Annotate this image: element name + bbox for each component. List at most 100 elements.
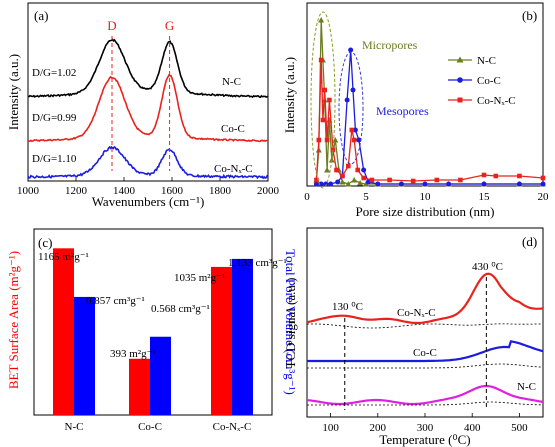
pore-point bbox=[516, 181, 522, 187]
panel-b-ylabel: Intensity (a.u.) bbox=[282, 57, 297, 133]
pore-point bbox=[361, 167, 367, 173]
pore-volume-value-label: 0.857 cm³g⁻¹ bbox=[86, 295, 145, 307]
x-tick-label: 100 bbox=[322, 422, 339, 434]
pore-point bbox=[335, 179, 341, 185]
pore-point bbox=[517, 173, 522, 179]
panel-c-ylabel-left: BET Surface Area (m²g⁻¹) bbox=[6, 251, 21, 389]
x-tick-label: 2000 bbox=[257, 185, 280, 197]
series-label-coc: Co-C bbox=[221, 123, 245, 135]
pore-point bbox=[318, 57, 324, 63]
x-tick-label: 1000 bbox=[17, 185, 40, 197]
legend-marker bbox=[457, 77, 463, 83]
pore-point bbox=[369, 177, 375, 183]
category-label: Co-C bbox=[138, 421, 162, 433]
pore-point bbox=[540, 175, 546, 181]
mesopores-ellipse bbox=[338, 51, 364, 165]
panel-d-ylabel: TCD signal (a.u.) bbox=[283, 278, 298, 369]
x-tick-label: 10 bbox=[420, 191, 432, 203]
raman-line-0 bbox=[27, 38, 269, 99]
pore-point bbox=[351, 137, 357, 143]
panel-a-label: (a) bbox=[34, 8, 48, 23]
pore-point bbox=[320, 117, 326, 123]
pore-volume-bar bbox=[74, 296, 95, 415]
pore-point bbox=[328, 157, 335, 163]
x-tick-label: 20 bbox=[538, 191, 550, 203]
pore-volume-bar bbox=[150, 336, 171, 415]
pore-point bbox=[340, 173, 345, 179]
pore-point bbox=[446, 181, 452, 187]
panel-d-label: (d) bbox=[522, 234, 537, 249]
series-label-nc: N-C bbox=[222, 76, 241, 88]
category-label: N-C bbox=[65, 421, 84, 433]
panel-a-frame bbox=[27, 2, 269, 182]
tpd-line-2 bbox=[306, 384, 544, 406]
pore-point bbox=[357, 180, 364, 186]
pore-point bbox=[351, 177, 358, 183]
pore-point bbox=[323, 181, 329, 187]
panel-b-label: (b) bbox=[522, 8, 537, 23]
pore-point bbox=[387, 177, 392, 183]
pore-point bbox=[350, 87, 356, 93]
bet-value-label: 1035 m²g⁻¹ bbox=[174, 272, 225, 284]
pore-point bbox=[339, 179, 346, 185]
micropores-label: Micropores bbox=[362, 38, 418, 52]
series-label-nc: N-C bbox=[517, 381, 536, 393]
annot-430c: 430 ⁰C bbox=[472, 261, 503, 273]
pore-point bbox=[334, 167, 339, 173]
tpd-baseline-0 bbox=[306, 323, 543, 329]
panel-a-ylabel: Intensity (a.u.) bbox=[6, 54, 21, 130]
pore-volume-value-label: 1.133 cm³g⁻¹ bbox=[228, 257, 287, 269]
tpd-line-0 bbox=[306, 272, 544, 325]
panel-d: (d) Temperature (⁰C) TCD signal (a.u.) 1… bbox=[283, 227, 544, 447]
peak-label-d: D bbox=[107, 18, 116, 33]
raman-line-1 bbox=[27, 73, 269, 143]
bet-value-label: 393 m²g⁻¹ bbox=[110, 348, 156, 360]
bet-bar bbox=[211, 266, 232, 415]
series-label-conxc: Co-Nₓ-C bbox=[214, 163, 253, 175]
pore-point bbox=[318, 181, 324, 187]
pore-point bbox=[348, 47, 354, 53]
pore-point bbox=[344, 97, 350, 103]
pore-point bbox=[355, 167, 361, 173]
pore-point bbox=[493, 173, 499, 179]
pore-point bbox=[356, 137, 362, 143]
pore-volume-value-label: 0.568 cm³g⁻¹ bbox=[151, 303, 210, 315]
tpd-baseline-2 bbox=[307, 401, 543, 406]
legend-label: N-C bbox=[477, 55, 496, 67]
x-tick-label: 1600 bbox=[161, 185, 184, 197]
pore-point bbox=[316, 137, 322, 143]
pore-point bbox=[324, 137, 330, 143]
pore-point bbox=[481, 181, 487, 187]
x-tick-label: 5 bbox=[363, 191, 369, 203]
legend-marker bbox=[457, 97, 463, 103]
pore-point bbox=[318, 17, 325, 23]
x-tick-label: 0 bbox=[304, 191, 310, 203]
pore-point bbox=[349, 127, 355, 133]
panel-c: (c) BET Surface Area (m²g⁻¹) Total Pore … bbox=[6, 228, 298, 433]
panel-a: (a) Wavenumbers (cm⁻¹) Intensity (a.u.) … bbox=[6, 2, 280, 209]
mesopores-label: Mesopores bbox=[376, 104, 429, 118]
panel-c-label: (c) bbox=[38, 235, 52, 250]
x-tick-label: 500 bbox=[511, 422, 528, 434]
pore-point bbox=[410, 178, 416, 184]
annot-130c: 130 ⁰C bbox=[332, 301, 363, 313]
panel-d-xlabel: Temperature (⁰C) bbox=[379, 432, 470, 447]
pore-point bbox=[434, 177, 440, 183]
tpd-baseline-1 bbox=[307, 363, 544, 369]
category-label: Co-Nₓ-C bbox=[213, 421, 252, 433]
tpd-line-1 bbox=[307, 340, 544, 363]
bet-bar bbox=[129, 358, 150, 415]
series-label-coc: Co-C bbox=[413, 347, 437, 359]
peak-label-g: G bbox=[165, 18, 174, 33]
x-tick-label: 15 bbox=[479, 191, 491, 203]
micropores-ellipse bbox=[310, 11, 336, 189]
panel-b-xlabel: Pore size distribution (nm) bbox=[355, 204, 494, 219]
ratio-label-nc: D/G=1.02 bbox=[32, 67, 76, 79]
panel-a-xlabel: Wavenumbers (cm⁻¹) bbox=[92, 194, 205, 209]
pore-point bbox=[375, 181, 381, 187]
pore-point bbox=[322, 87, 327, 93]
series-label-conxc: Co-Nₓ-C bbox=[397, 307, 436, 319]
pore-point bbox=[313, 181, 319, 187]
pore-point bbox=[346, 163, 351, 169]
